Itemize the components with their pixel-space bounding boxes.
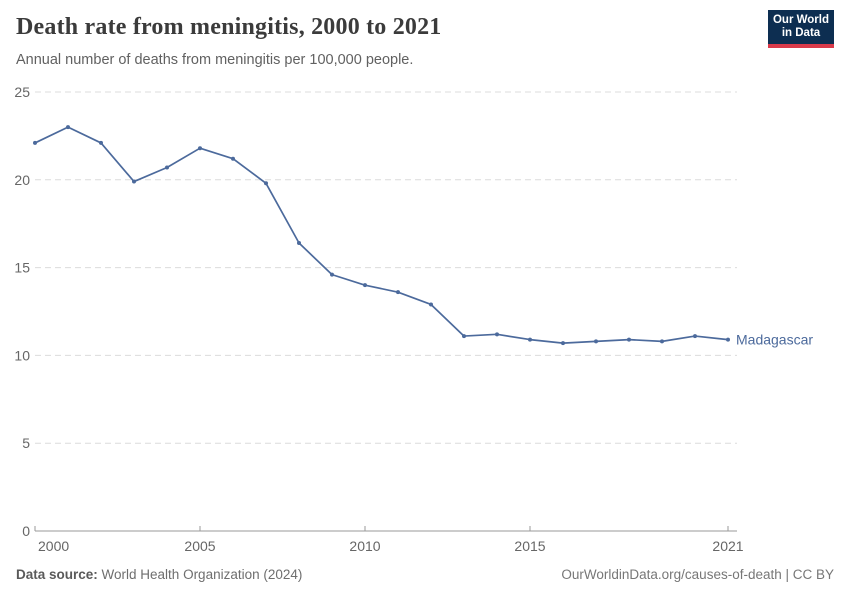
data-point[interactable]	[561, 341, 565, 346]
x-axis-labels: 2000 2005 2010 2015 2021	[38, 538, 744, 554]
x-tick-label: 2021	[712, 538, 743, 554]
data-point[interactable]	[99, 140, 103, 145]
data-point[interactable]	[297, 241, 301, 246]
data-point[interactable]	[693, 334, 697, 339]
y-tick-label: 5	[22, 435, 30, 451]
series-end-label[interactable]: Madagascar	[736, 332, 813, 348]
chart-subtitle: Annual number of deaths from meningitis …	[16, 52, 414, 68]
data-point[interactable]	[198, 146, 202, 151]
data-source: Data source: World Health Organization (…	[16, 567, 302, 582]
attribution-text: OurWorldinData.org/causes-of-death | CC …	[561, 567, 834, 582]
x-tick-label: 2005	[184, 538, 215, 554]
data-point[interactable]	[132, 179, 136, 184]
y-tick-label: 15	[14, 260, 30, 276]
x-tick-label: 2000	[38, 538, 69, 554]
y-axis-labels: 0 5 10 15 20 25	[14, 84, 30, 539]
data-point[interactable]	[726, 337, 730, 342]
data-point[interactable]	[462, 334, 466, 339]
x-axis-ticks	[34, 526, 729, 531]
logo-text-line1: Our World	[772, 14, 829, 26]
data-point[interactable]	[231, 156, 235, 161]
chart-footer: Data source: World Health Organization (…	[16, 567, 834, 582]
logo-text-line2: in Data	[781, 27, 821, 39]
data-source-value: World Health Organization (2024)	[97, 567, 303, 582]
data-point[interactable]	[66, 125, 70, 130]
x-tick-label: 2015	[514, 538, 545, 554]
gridlines	[35, 91, 737, 444]
data-source-label: Data source:	[16, 567, 98, 582]
data-point[interactable]	[594, 339, 598, 344]
data-point[interactable]	[495, 332, 499, 337]
data-point[interactable]	[429, 302, 433, 307]
data-point[interactable]	[165, 165, 169, 170]
our-world-in-data-logo: Our World in Data	[768, 10, 834, 48]
chart-title: Death rate from meningitis, 2000 to 2021	[16, 14, 442, 40]
data-point[interactable]	[33, 140, 37, 145]
y-tick-label: 0	[22, 523, 30, 539]
data-point[interactable]	[396, 290, 400, 295]
data-point[interactable]	[264, 181, 268, 186]
data-point[interactable]	[363, 283, 367, 288]
x-tick-label: 2010	[349, 538, 380, 554]
series-markers	[33, 125, 730, 346]
data-point[interactable]	[660, 339, 664, 344]
data-point[interactable]	[528, 337, 532, 342]
y-tick-label: 20	[14, 172, 30, 188]
series-line[interactable]	[34, 126, 729, 344]
y-tick-label: 10	[14, 347, 30, 363]
data-point[interactable]	[330, 272, 334, 277]
data-point[interactable]	[627, 337, 631, 342]
y-tick-label: 25	[14, 84, 30, 100]
